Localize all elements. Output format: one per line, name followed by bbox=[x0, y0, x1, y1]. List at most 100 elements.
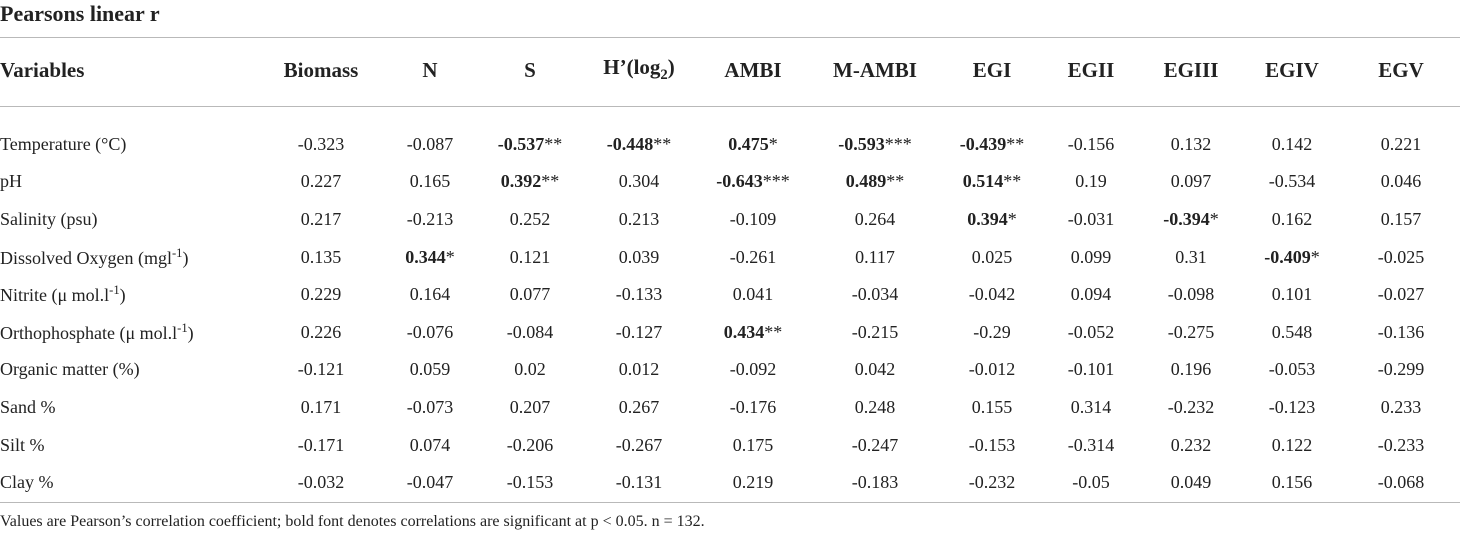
cell-value: 0.248 bbox=[854, 397, 896, 418]
cell-value: 0.162 bbox=[1271, 209, 1313, 230]
row-label: pH bbox=[0, 163, 262, 201]
significance-stars: ** bbox=[764, 321, 783, 342]
table-cell: -0.394* bbox=[1140, 201, 1242, 239]
cell-value: -0.183 bbox=[851, 472, 899, 493]
header-egv: EGV bbox=[1378, 57, 1424, 82]
header-egiii: EGIII bbox=[1163, 57, 1219, 82]
row-label: Clay % bbox=[0, 464, 262, 502]
table-row: Sand % 0.171 -0.073 0.207 0.267 -0.176 0.248 0.… bbox=[0, 389, 1460, 427]
cell-value: -0.101 bbox=[1067, 359, 1115, 380]
cell-value: -0.247 bbox=[851, 434, 899, 455]
cell-value: -0.127 bbox=[615, 321, 663, 342]
header-ambi: AMBI bbox=[724, 57, 782, 82]
cell-value: -0.215 bbox=[851, 321, 899, 342]
table-cell: -0.068 bbox=[1342, 464, 1460, 502]
table-cell: -0.156 bbox=[1042, 126, 1140, 164]
significant-value: 0.475 bbox=[728, 133, 769, 154]
table-cell: -0.593*** bbox=[808, 126, 942, 164]
table-cell: 0.227 bbox=[262, 163, 380, 201]
cell-value: -0.261 bbox=[729, 246, 777, 267]
cell-value: 0.049 bbox=[1170, 472, 1212, 493]
table-cell: -0.052 bbox=[1042, 314, 1140, 352]
cell-value: 0.156 bbox=[1271, 472, 1313, 493]
significance-stars: * bbox=[1310, 246, 1320, 267]
cell-value: -0.232 bbox=[968, 472, 1016, 493]
cell-value: -0.087 bbox=[406, 133, 454, 154]
table-cell: 0.232 bbox=[1140, 426, 1242, 464]
table-cell: -0.133 bbox=[580, 276, 698, 314]
cell-value: -0.213 bbox=[406, 209, 454, 230]
cell-value: 0.077 bbox=[509, 284, 551, 305]
table-cell: -0.047 bbox=[380, 464, 480, 502]
table-cell: -0.031 bbox=[1042, 201, 1140, 239]
row-label-suffix: ) bbox=[187, 322, 194, 343]
table-cell: 0.264 bbox=[808, 201, 942, 239]
row-label: Organic matter (%) bbox=[0, 351, 262, 389]
cell-value: -0.153 bbox=[506, 472, 554, 493]
cell-value: 0.548 bbox=[1271, 321, 1313, 342]
table-cell: 0.489** bbox=[808, 163, 942, 201]
table-cell: 0.117 bbox=[808, 238, 942, 276]
table-row: pH 0.227 0.165 0.392** 0.304 -0.643*** 0.489**… bbox=[0, 163, 1460, 201]
table-row: Orthophosphate (μ mol.l-1) 0.226 -0.076 -0.… bbox=[0, 314, 1460, 352]
table-cell: 0.314 bbox=[1042, 389, 1140, 427]
row-label-superscript: -1 bbox=[109, 283, 120, 298]
row-label-text: Sand % bbox=[0, 397, 56, 418]
table-cell: 0.059 bbox=[380, 351, 480, 389]
row-label: Silt % bbox=[0, 426, 262, 464]
table-cell: 0.121 bbox=[480, 238, 580, 276]
table-cell: 0.122 bbox=[1242, 426, 1342, 464]
cell-value: 0.099 bbox=[1070, 246, 1112, 267]
table-cell: 0.221 bbox=[1342, 126, 1460, 164]
table-cell: -0.233 bbox=[1342, 426, 1460, 464]
cell-value: 0.207 bbox=[509, 397, 551, 418]
header-egii: EGII bbox=[1067, 57, 1115, 82]
cell-value: 0.101 bbox=[1271, 284, 1313, 305]
cell-value: -0.034 bbox=[851, 284, 899, 305]
table-cell: 0.219 bbox=[698, 464, 808, 502]
header-h-text: H’(log bbox=[603, 55, 661, 80]
row-label: Temperature (°C) bbox=[0, 126, 262, 164]
cell-value: 0.226 bbox=[300, 321, 342, 342]
table-cell: -0.537** bbox=[480, 126, 580, 164]
table-cell: -0.153 bbox=[942, 426, 1042, 464]
cell-value: 0.164 bbox=[409, 284, 451, 305]
table-cell: -0.171 bbox=[262, 426, 380, 464]
row-label-text: Dissolved Oxygen (mgl bbox=[0, 247, 172, 268]
cell-value: -0.047 bbox=[406, 472, 454, 493]
row-label-text: Silt % bbox=[0, 434, 45, 455]
cell-value: 0.264 bbox=[854, 209, 896, 230]
significant-value: 0.392 bbox=[500, 171, 542, 192]
table-row: Temperature (°C) -0.323 -0.087 -0.537** -0.4… bbox=[0, 126, 1460, 164]
table-cell: 0.548 bbox=[1242, 314, 1342, 352]
table-cell: -0.323 bbox=[262, 126, 380, 164]
significance-stars: ** bbox=[1006, 133, 1025, 154]
table-cell: -0.136 bbox=[1342, 314, 1460, 352]
cell-value: 0.074 bbox=[409, 434, 451, 455]
cell-value: 0.19 bbox=[1075, 171, 1107, 192]
table-cell: -0.261 bbox=[698, 238, 808, 276]
cell-value: 0.142 bbox=[1271, 133, 1313, 154]
cell-value: 0.039 bbox=[618, 246, 660, 267]
bottom-rule bbox=[0, 502, 1460, 503]
row-label-text: Orthophosphate (μ mol.l bbox=[0, 322, 178, 343]
cell-value: 0.097 bbox=[1170, 171, 1212, 192]
table-cell: -0.299 bbox=[1342, 351, 1460, 389]
table-row: Clay % -0.032 -0.047 -0.153 -0.131 0.219 -0.18… bbox=[0, 464, 1460, 502]
table-cell: 0.434** bbox=[698, 314, 808, 352]
significance-stars: ** bbox=[653, 133, 672, 154]
cell-value: 0.122 bbox=[1271, 434, 1313, 455]
significance-stars: *** bbox=[762, 171, 790, 192]
table-cell: -0.534 bbox=[1242, 163, 1342, 201]
table-cell: -0.439** bbox=[942, 126, 1042, 164]
cell-value: -0.123 bbox=[1268, 397, 1316, 418]
table-cell: -0.012 bbox=[942, 351, 1042, 389]
table-cell: -0.042 bbox=[942, 276, 1042, 314]
table-cell: -0.032 bbox=[262, 464, 380, 502]
table-cell: 0.165 bbox=[380, 163, 480, 201]
cell-value: 0.117 bbox=[855, 246, 895, 267]
cell-value: -0.314 bbox=[1067, 434, 1115, 455]
table-cell: -0.275 bbox=[1140, 314, 1242, 352]
cell-value: -0.275 bbox=[1167, 321, 1215, 342]
